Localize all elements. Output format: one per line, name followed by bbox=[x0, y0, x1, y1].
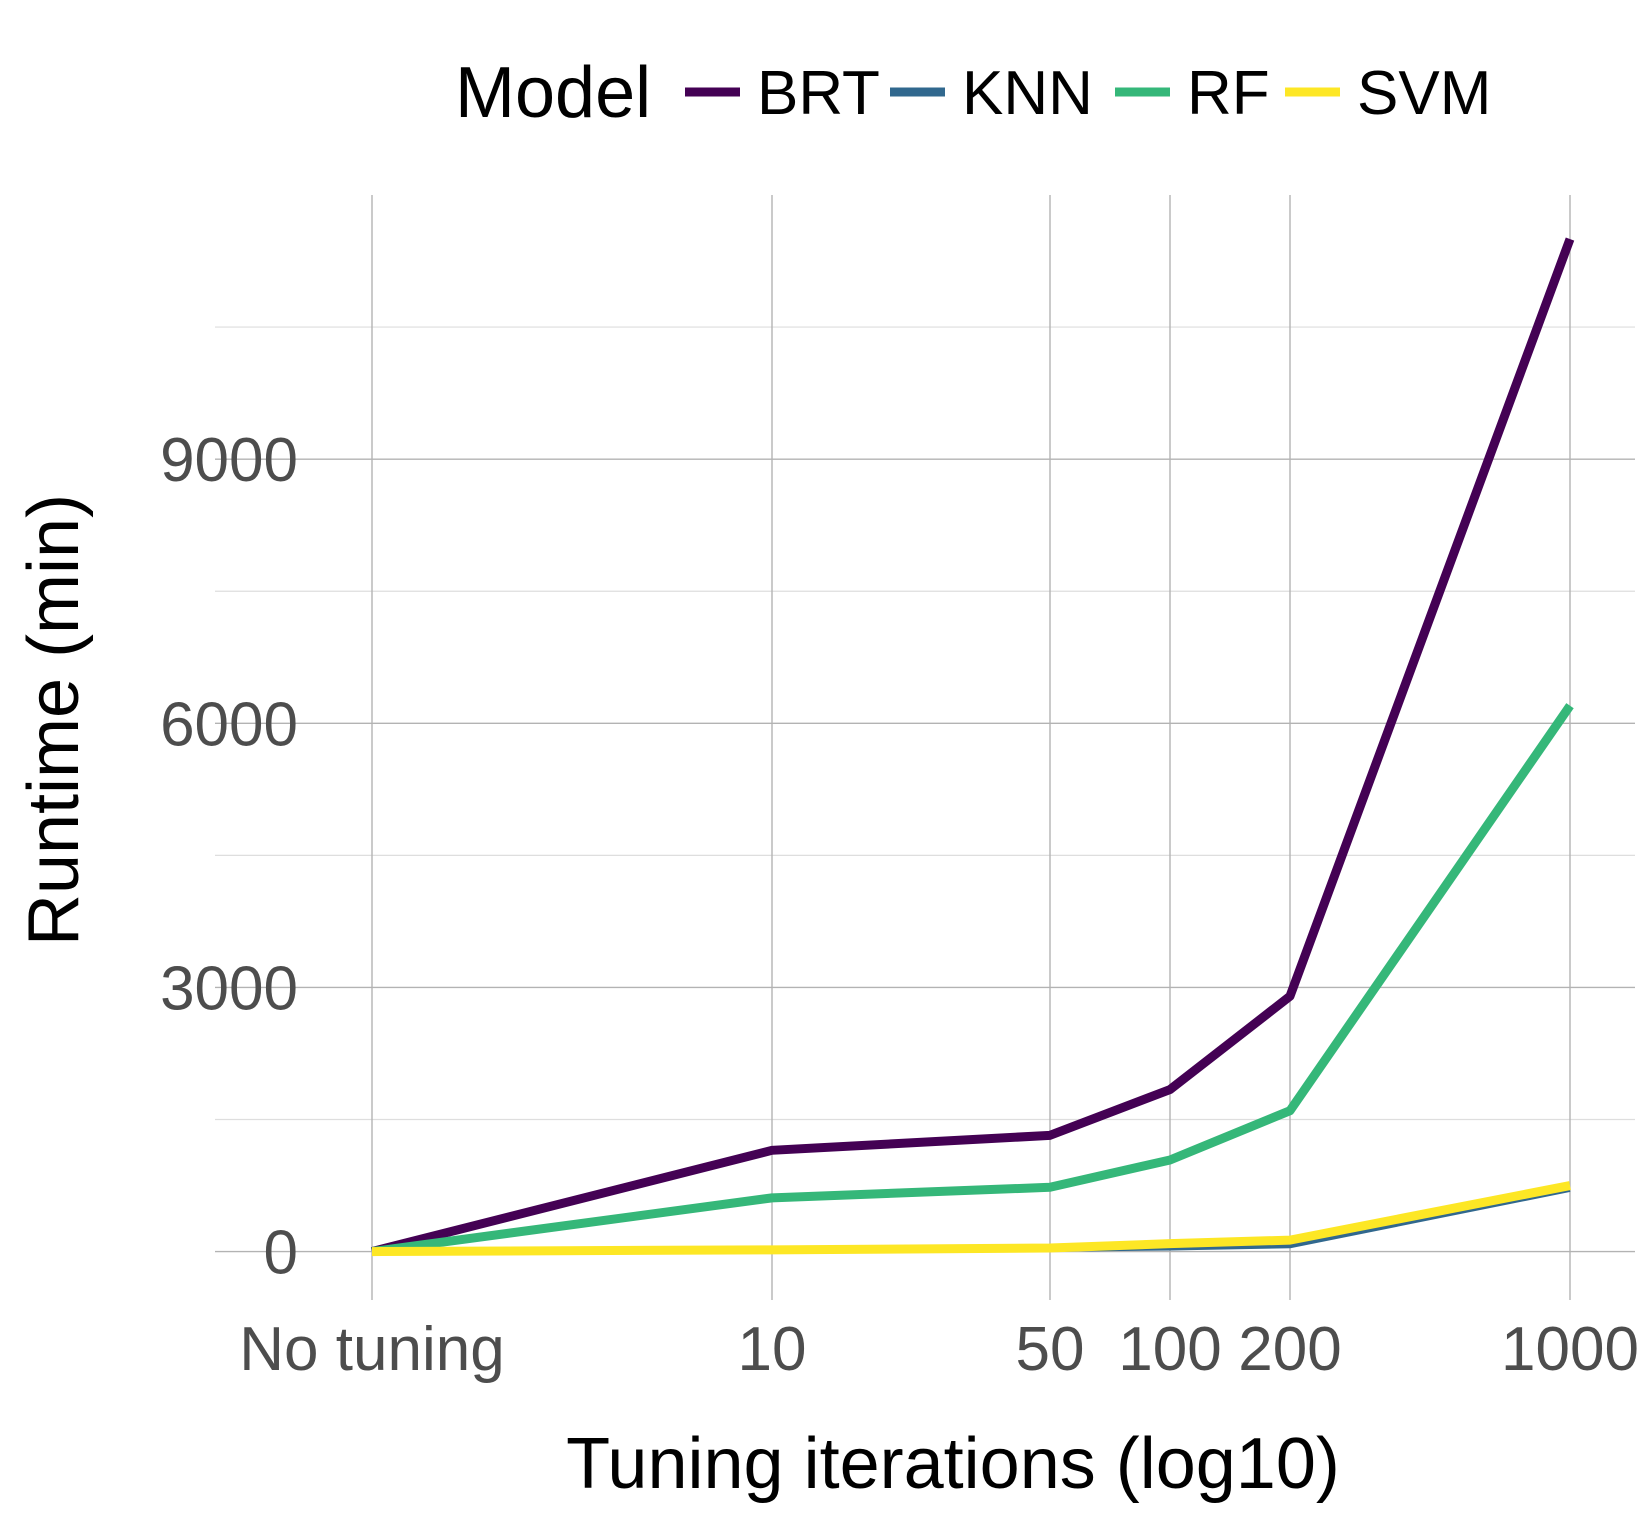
x-axis-title: Tuning iterations (log10) bbox=[566, 1424, 1340, 1504]
x-tick-label: 200 bbox=[1238, 1315, 1341, 1384]
x-axis-ticks: No tuning 10 50 100 200 1000 bbox=[239, 1315, 1639, 1384]
legend-label-brt: BRT bbox=[757, 59, 880, 128]
legend-label-svm: SVM bbox=[1357, 59, 1491, 128]
legend-label-knn: KNN bbox=[962, 59, 1093, 128]
grid-lines bbox=[215, 195, 1635, 1300]
y-tick-label: 0 bbox=[264, 1219, 298, 1288]
y-tick-label: 6000 bbox=[160, 690, 298, 759]
x-tick-label: 1000 bbox=[1501, 1315, 1639, 1384]
series-line-rf bbox=[371, 703, 1574, 1257]
series-line-svm bbox=[371, 1181, 1571, 1257]
y-axis-ticks: 0 3000 6000 9000 bbox=[160, 426, 298, 1287]
y-tick-label: 9000 bbox=[160, 426, 298, 495]
y-tick-label: 3000 bbox=[160, 954, 298, 1023]
x-tick-label: 100 bbox=[1118, 1315, 1221, 1384]
series-line-brt bbox=[370, 237, 1575, 1256]
legend-label-rf: RF bbox=[1187, 59, 1270, 128]
series-lines bbox=[370, 237, 1575, 1257]
x-tick-label: 10 bbox=[738, 1315, 807, 1384]
x-tick-label: No tuning bbox=[239, 1315, 504, 1384]
legend: Model BRT KNN RF SVM bbox=[455, 53, 1491, 133]
legend-title: Model bbox=[455, 53, 651, 133]
x-tick-label: 50 bbox=[1016, 1315, 1085, 1384]
y-axis-title: Runtime (min) bbox=[14, 494, 94, 946]
